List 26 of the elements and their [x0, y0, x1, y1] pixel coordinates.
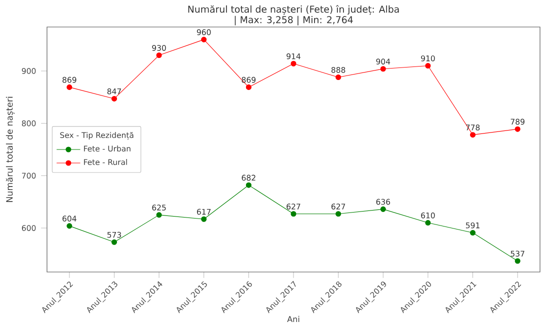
point: [156, 212, 162, 218]
point: [425, 220, 431, 226]
chart-subtitle: | Max: 3,258 | Min: 2,764: [234, 16, 353, 26]
point: [111, 239, 117, 245]
point: [66, 223, 72, 229]
point: [290, 211, 296, 217]
point: [514, 126, 520, 132]
point: [111, 96, 117, 102]
point: [336, 211, 342, 217]
point: [290, 60, 296, 66]
point: [425, 62, 431, 69]
point: [201, 216, 207, 222]
point: [470, 132, 476, 138]
x-axis-title: Ani: [287, 316, 300, 322]
y-axis-title: Numărul total de nașteri: [6, 96, 15, 202]
point: [336, 74, 342, 80]
point: [380, 66, 386, 72]
point: [246, 84, 252, 90]
point: [246, 182, 252, 188]
chart-title: Numărul total de nașteri (Fete) în județ: Alba: [188, 5, 399, 15]
point: [201, 36, 207, 42]
point: [156, 52, 162, 58]
point: [514, 258, 520, 264]
point: [380, 206, 386, 212]
point: [470, 230, 476, 236]
point: [66, 84, 72, 90]
